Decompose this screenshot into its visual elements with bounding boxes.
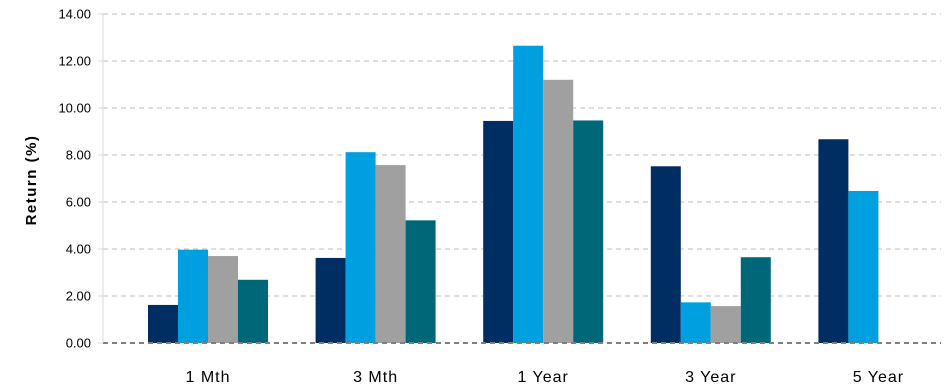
x-tick-label-3: 1 Year <box>518 369 569 386</box>
axis-layer: 0.00 2.00 4.00 6.00 8.00 10.00 12.00 14.00 1 Mth… <box>58 7 941 386</box>
bar-s4-1-year <box>573 120 604 343</box>
bar-s3-1-year <box>543 79 574 344</box>
y-tick-label-5: 10.00 <box>58 101 91 116</box>
y-tick-label-1: 2.00 <box>66 289 91 304</box>
bar-s3-3-year <box>710 306 741 343</box>
y-axis-label: Return (%) <box>23 135 40 226</box>
bar-s2-3-year <box>680 302 711 343</box>
y-tick-label-7: 14.00 <box>58 7 91 22</box>
bar-s2-3-mth <box>345 152 376 343</box>
bar-s4-3-year <box>740 257 771 343</box>
bar-s2-5-year <box>848 190 879 343</box>
bar-s1-5-year <box>818 139 849 343</box>
bar-s1-3-year <box>650 166 681 343</box>
y-tick-label-2: 4.00 <box>66 242 91 257</box>
y-tick-label-4: 8.00 <box>66 148 91 163</box>
x-tick-label-2: 3 Mth <box>353 369 398 386</box>
x-tick-label-5: 5 Year <box>853 369 904 386</box>
bar-s2-1-year <box>513 45 544 343</box>
bars-layer <box>148 45 879 344</box>
y-tick-label-0: 0.00 <box>66 336 91 351</box>
bar-s4-3-mth <box>405 220 436 343</box>
bar-s2-1-mth <box>178 249 208 343</box>
bar-s1-1-mth <box>148 304 178 343</box>
x-tick-label-4: 3 Year <box>685 369 736 386</box>
bar-s3-3-mth <box>375 165 406 343</box>
bar-s1-1-year <box>483 120 514 343</box>
y-tick-label-6: 12.00 <box>58 54 91 69</box>
bar-s1-3-mth <box>315 257 346 343</box>
bar-s4-1-mth <box>238 279 268 343</box>
bar-s3-1-mth <box>208 256 238 343</box>
x-tick-label-1: 1 Mth <box>185 369 230 386</box>
y-tick-label-3: 6.00 <box>66 195 91 210</box>
